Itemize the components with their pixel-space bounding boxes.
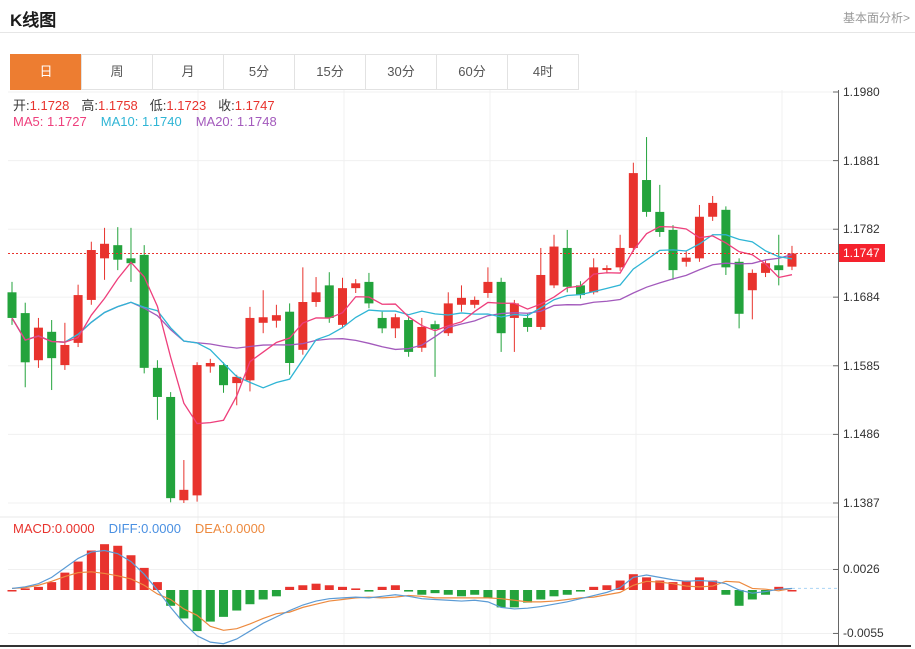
tab-month[interactable]: 月 xyxy=(152,54,224,90)
ma5-legend: MA5: 1.1727 xyxy=(13,114,87,129)
low-value: 1.1723 xyxy=(166,98,207,113)
tab-60min[interactable]: 60分 xyxy=(436,54,508,90)
close-value: 1.1747 xyxy=(234,98,275,113)
y-axis-label: 1.1881 xyxy=(843,153,880,168)
tab-15min[interactable]: 15分 xyxy=(294,54,366,90)
y-axis-label: 1.1980 xyxy=(843,85,880,99)
current-price-badge: 1.1747 xyxy=(839,244,885,263)
y-axis-label: 1.1486 xyxy=(843,427,880,442)
ma-legend: MA5: 1.1727 MA10: 1.1740 MA20: 1.1748 xyxy=(13,114,277,129)
close-label: 收: xyxy=(218,98,235,113)
open-label: 开: xyxy=(13,98,30,113)
y-axis-label: 1.1782 xyxy=(843,222,880,237)
y-axis-label: 1.1387 xyxy=(843,496,880,510)
high-label: 高: xyxy=(81,98,99,113)
y-axis-label: 1.1585 xyxy=(843,358,880,373)
ma10-legend: MA10: 1.1740 xyxy=(100,114,182,129)
diff-value: DIFF:0.0000 xyxy=(108,521,181,536)
macd-legend: MACD:0.0000 DIFF:0.0000 DEA:0.0000 xyxy=(13,521,265,536)
tab-5min[interactable]: 5分 xyxy=(223,54,295,90)
tab-day[interactable]: 日 xyxy=(10,54,82,90)
high-value: 1.1758 xyxy=(98,98,138,113)
low-label: 低: xyxy=(149,98,167,113)
ohlc-legend: 开:1.1728 高:1.1758 低:1.1723 收:1.1747 xyxy=(13,95,287,114)
tab-4hour[interactable]: 4时 xyxy=(507,54,579,90)
dea-value: DEA:0.0000 xyxy=(194,521,266,536)
fundamental-analysis-link[interactable]: 基本面分析> xyxy=(842,11,910,25)
header-divider xyxy=(0,32,915,33)
tab-week[interactable]: 周 xyxy=(81,54,153,90)
tab-30min[interactable]: 30分 xyxy=(365,54,437,90)
ma20-legend: MA20: 1.1748 xyxy=(195,114,277,129)
y-axis-label: 0.0026 xyxy=(843,562,880,577)
page-title: K线图 xyxy=(10,11,57,30)
open-value: 1.1728 xyxy=(29,98,70,113)
macd-value: MACD:0.0000 xyxy=(13,521,95,536)
y-axis-label: -0.0055 xyxy=(843,626,884,641)
y-axis-label: 1.1684 xyxy=(843,290,880,305)
tab-bar: 日周月 5分 15分 30分 60分 4时 xyxy=(10,54,579,90)
